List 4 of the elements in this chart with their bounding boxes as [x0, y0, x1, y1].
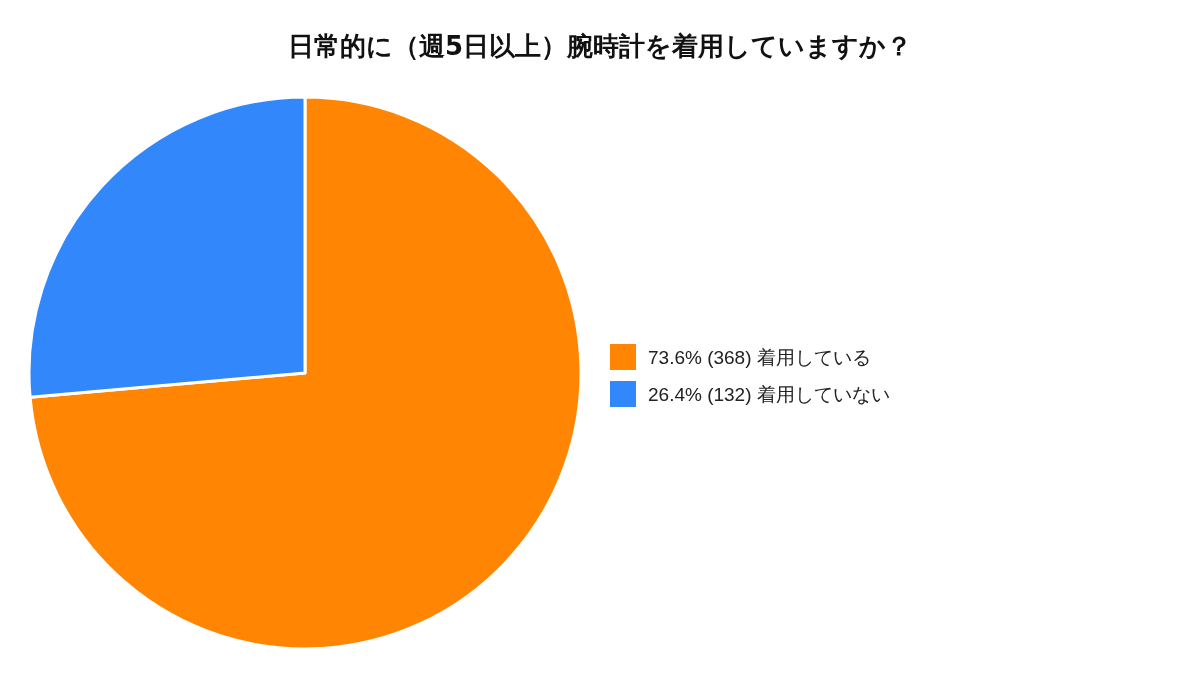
chart-title: 日常的に（週5日以上）腕時計を着用していますか？ [287, 31, 913, 61]
legend-label: 73.6% (368) 着用している [648, 346, 871, 368]
pie-slice [28, 95, 583, 651]
legend-label: 26.4% (132) 着用していない [648, 383, 890, 405]
